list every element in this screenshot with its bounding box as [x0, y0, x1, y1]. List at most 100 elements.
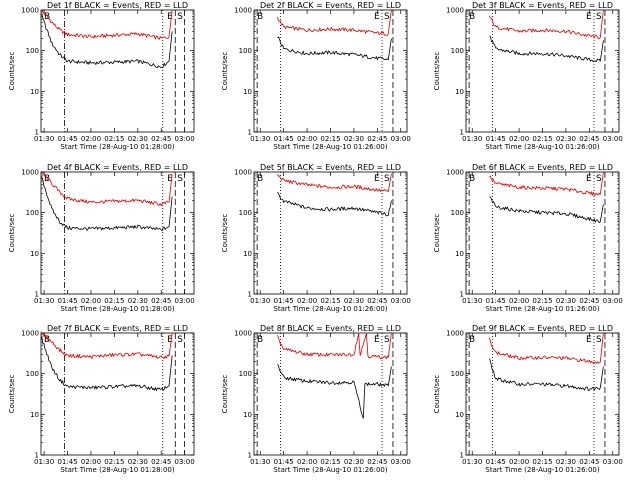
y-tick-label: 100 [26, 370, 39, 378]
y-tick-label: 1 [35, 452, 39, 460]
lld-series-line [277, 173, 392, 192]
events-series-line [277, 36, 392, 61]
x-tick-label: 02:30 [556, 458, 576, 466]
y-tick-label: 10 [30, 250, 39, 258]
marker-e: E [167, 174, 173, 184]
x-tick-label: 02:45 [151, 458, 171, 466]
y-tick-label: 1000 [21, 7, 39, 15]
x-tick-label: 02:45 [367, 458, 387, 466]
x-tick-label: 01:45 [57, 297, 77, 305]
panel-title: Det 8f BLACK = Events, RED = LLD [260, 324, 401, 333]
x-tick-label: 02:15 [104, 458, 124, 466]
lld-series-line [40, 331, 173, 359]
marker-s: S [177, 12, 183, 22]
y-tick-label: 100 [26, 209, 39, 217]
marker-b: B [257, 335, 263, 345]
panel-6: Det 6f BLACK = Events, RED = LLD 1 10 100 10… [433, 163, 623, 313]
y-tick-label: 1000 [234, 169, 252, 177]
x-tick-label: 01:30 [34, 458, 54, 466]
events-series-line [489, 196, 604, 224]
marker-b: B [469, 335, 475, 345]
x-tick-label: 01:30 [34, 297, 54, 305]
x-tick-label: 02:15 [320, 458, 340, 466]
plot-frame [40, 332, 195, 456]
y-tick-label: 100 [451, 47, 464, 55]
x-tick-label: 01:45 [274, 297, 294, 305]
x-tick-label: 03:00 [175, 135, 195, 143]
marker-s: S [596, 174, 602, 184]
x-tick-label: 01:45 [274, 135, 294, 143]
marker-e: E [374, 335, 380, 345]
y-tick-label: 10 [455, 250, 464, 258]
x-axis-label: Start Time (28-Aug-10 01:26:00) [485, 466, 599, 474]
y-tick-label: 1 [460, 129, 464, 137]
x-axis-label: Start Time (28-Aug-10 01:26:00) [273, 305, 387, 313]
y-tick-label: 100 [451, 209, 464, 217]
x-tick-label: 01:45 [486, 135, 506, 143]
lld-series-line [489, 9, 604, 40]
x-tick-label: 01:45 [57, 458, 77, 466]
y-axis-label: Counts/sec [433, 375, 441, 414]
marker-b: B [44, 335, 50, 345]
marker-e: E [586, 12, 592, 22]
x-tick-label: 02:00 [81, 135, 101, 143]
panel-title: Det 2f BLACK = Events, RED = LLD [260, 1, 401, 10]
x-tick-label: 02:45 [151, 297, 171, 305]
y-tick-label: 10 [243, 88, 252, 96]
x-tick-label: 02:45 [579, 135, 599, 143]
y-tick-label: 1000 [21, 330, 39, 338]
marker-e: E [374, 12, 380, 22]
x-axis-label: Start Time (28-Aug-10 01:26:00) [273, 466, 387, 474]
plot-frame [40, 9, 195, 133]
marker-s: S [596, 12, 602, 22]
y-axis-label: Counts/sec [221, 214, 229, 253]
x-tick-label: 01:45 [486, 297, 506, 305]
x-axis-label: Start Time (28-Aug-10 01:26:00) [485, 143, 599, 151]
y-axis-label: Counts/sec [8, 375, 16, 414]
y-tick-label: 1000 [234, 330, 252, 338]
marker-e: E [586, 335, 592, 345]
y-tick-label: 100 [451, 370, 464, 378]
x-tick-label: 03:00 [175, 297, 195, 305]
y-tick-label: 100 [239, 47, 252, 55]
x-tick-label: 02:00 [81, 458, 101, 466]
x-tick-label: 01:30 [250, 458, 270, 466]
x-tick-label: 01:30 [462, 297, 482, 305]
x-tick-label: 01:30 [462, 458, 482, 466]
x-axis-label: Start Time (28-Aug-10 01:26:00) [485, 305, 599, 313]
y-tick-label: 1 [35, 291, 39, 299]
panel-4: Det 4f BLACK = Events, RED = LLD 1 10 100 10… [8, 163, 195, 313]
marker-b: B [469, 12, 475, 22]
panel-title: Det 1f BLACK = Events, RED = LLD [47, 1, 188, 10]
y-axis-label: Counts/sec [221, 52, 229, 91]
y-tick-label: 10 [243, 250, 252, 258]
marker-s: S [384, 335, 390, 345]
y-axis-label: Counts/sec [433, 52, 441, 91]
panel-7: Det 7f BLACK = Events, RED = LLD 1 10 100 10… [8, 324, 195, 474]
lld-series-line [40, 171, 173, 206]
plot-frame [465, 171, 620, 295]
marker-s: S [596, 335, 602, 345]
panel-1: Det 1f BLACK = Events, RED = LLD 1 10 100 10… [8, 1, 195, 151]
x-tick-label: 02:00 [297, 297, 317, 305]
x-tick-label: 01:30 [462, 135, 482, 143]
marker-b: B [44, 12, 50, 22]
marker-s: S [177, 335, 183, 345]
x-tick-label: 01:30 [250, 135, 270, 143]
marker-b: B [257, 12, 263, 22]
panel-title: Det 4f BLACK = Events, RED = LLD [47, 163, 188, 172]
x-tick-label: 02:45 [367, 297, 387, 305]
x-tick-label: 02:15 [104, 135, 124, 143]
marker-b: B [257, 174, 263, 184]
marker-s: S [384, 174, 390, 184]
panel-title: Det 3f BLACK = Events, RED = LLD [472, 1, 613, 10]
x-tick-label: 02:30 [128, 458, 148, 466]
y-tick-label: 1000 [21, 169, 39, 177]
x-tick-label: 03:00 [603, 458, 623, 466]
x-axis-label: Start Time (28-Aug-10 01:28:00) [60, 466, 174, 474]
panel-2: Det 2f BLACK = Events, RED = LLD 1 10 100 10… [221, 1, 411, 151]
marker-e: E [167, 335, 173, 345]
marker-s: S [177, 174, 183, 184]
events-series-line [277, 364, 392, 419]
